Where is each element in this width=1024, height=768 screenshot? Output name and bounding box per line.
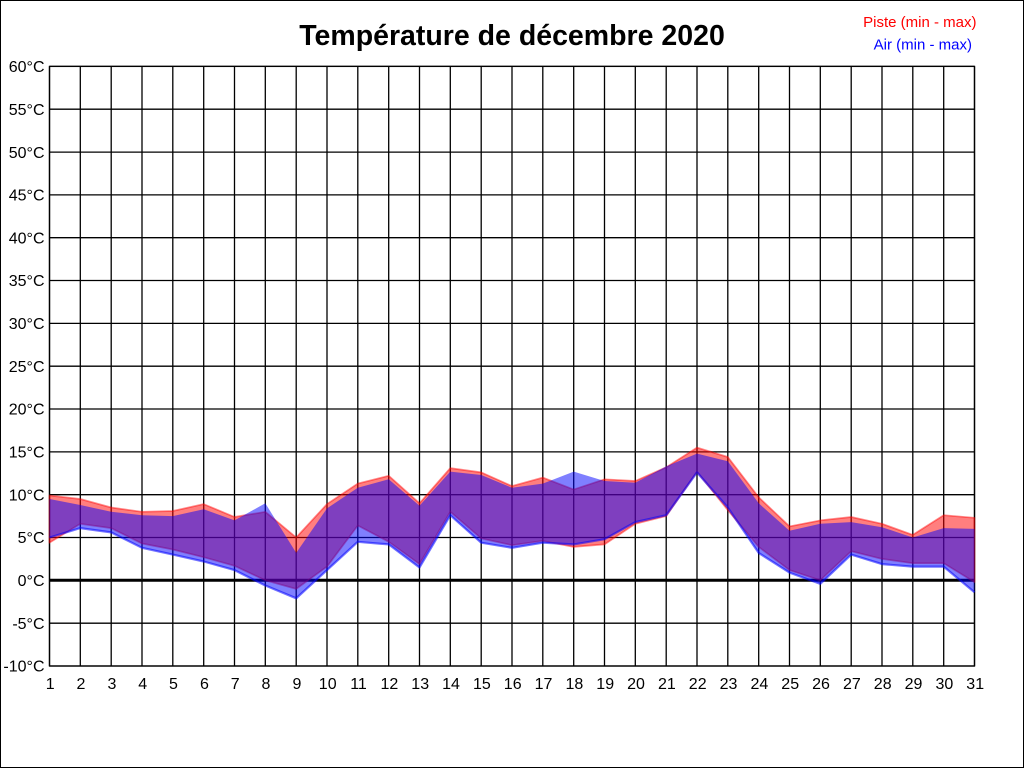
svg-text:45°C: 45°C (9, 188, 45, 205)
svg-text:13: 13 (411, 676, 429, 693)
svg-text:31: 31 (966, 676, 984, 693)
svg-text:40°C: 40°C (9, 230, 45, 247)
svg-text:21: 21 (658, 676, 676, 693)
svg-text:60°C: 60°C (9, 59, 45, 76)
svg-text:24: 24 (751, 676, 769, 693)
svg-text:20: 20 (627, 676, 645, 693)
svg-text:4: 4 (138, 676, 147, 693)
svg-text:6: 6 (200, 676, 209, 693)
svg-text:17: 17 (535, 676, 553, 693)
svg-text:-10°C: -10°C (3, 659, 44, 676)
svg-text:50°C: 50°C (9, 145, 45, 162)
svg-text:55°C: 55°C (9, 102, 45, 119)
svg-text:25: 25 (781, 676, 799, 693)
svg-text:30: 30 (936, 676, 954, 693)
svg-text:30°C: 30°C (9, 316, 45, 333)
svg-text:10: 10 (319, 676, 337, 693)
svg-text:-5°C: -5°C (12, 616, 44, 633)
svg-text:Air (min - max): Air (min - max) (874, 36, 972, 53)
svg-text:23: 23 (720, 676, 738, 693)
svg-text:16: 16 (504, 676, 522, 693)
svg-text:2: 2 (77, 676, 86, 693)
svg-text:19: 19 (596, 676, 614, 693)
svg-text:Piste (min - max): Piste (min - max) (863, 14, 976, 31)
svg-text:Température de décembre 2020: Température de décembre 2020 (299, 20, 725, 52)
svg-text:25°C: 25°C (9, 359, 45, 376)
svg-text:14: 14 (442, 676, 460, 693)
svg-text:0°C: 0°C (18, 573, 45, 590)
svg-text:29: 29 (905, 676, 923, 693)
svg-text:7: 7 (231, 676, 240, 693)
svg-text:22: 22 (689, 676, 707, 693)
svg-text:8: 8 (262, 676, 271, 693)
svg-text:11: 11 (350, 676, 367, 693)
svg-text:12: 12 (381, 676, 399, 693)
svg-text:5°C: 5°C (18, 530, 45, 547)
svg-text:35°C: 35°C (9, 273, 45, 290)
svg-text:27: 27 (843, 676, 861, 693)
svg-text:15°C: 15°C (9, 445, 45, 462)
svg-text:1: 1 (46, 676, 55, 693)
svg-text:3: 3 (107, 676, 116, 693)
svg-text:20°C: 20°C (9, 402, 45, 419)
svg-text:5: 5 (169, 676, 178, 693)
svg-text:9: 9 (292, 676, 301, 693)
svg-text:28: 28 (874, 676, 892, 693)
svg-text:15: 15 (473, 676, 491, 693)
svg-text:18: 18 (566, 676, 584, 693)
svg-text:26: 26 (812, 676, 830, 693)
svg-text:10°C: 10°C (9, 487, 45, 504)
